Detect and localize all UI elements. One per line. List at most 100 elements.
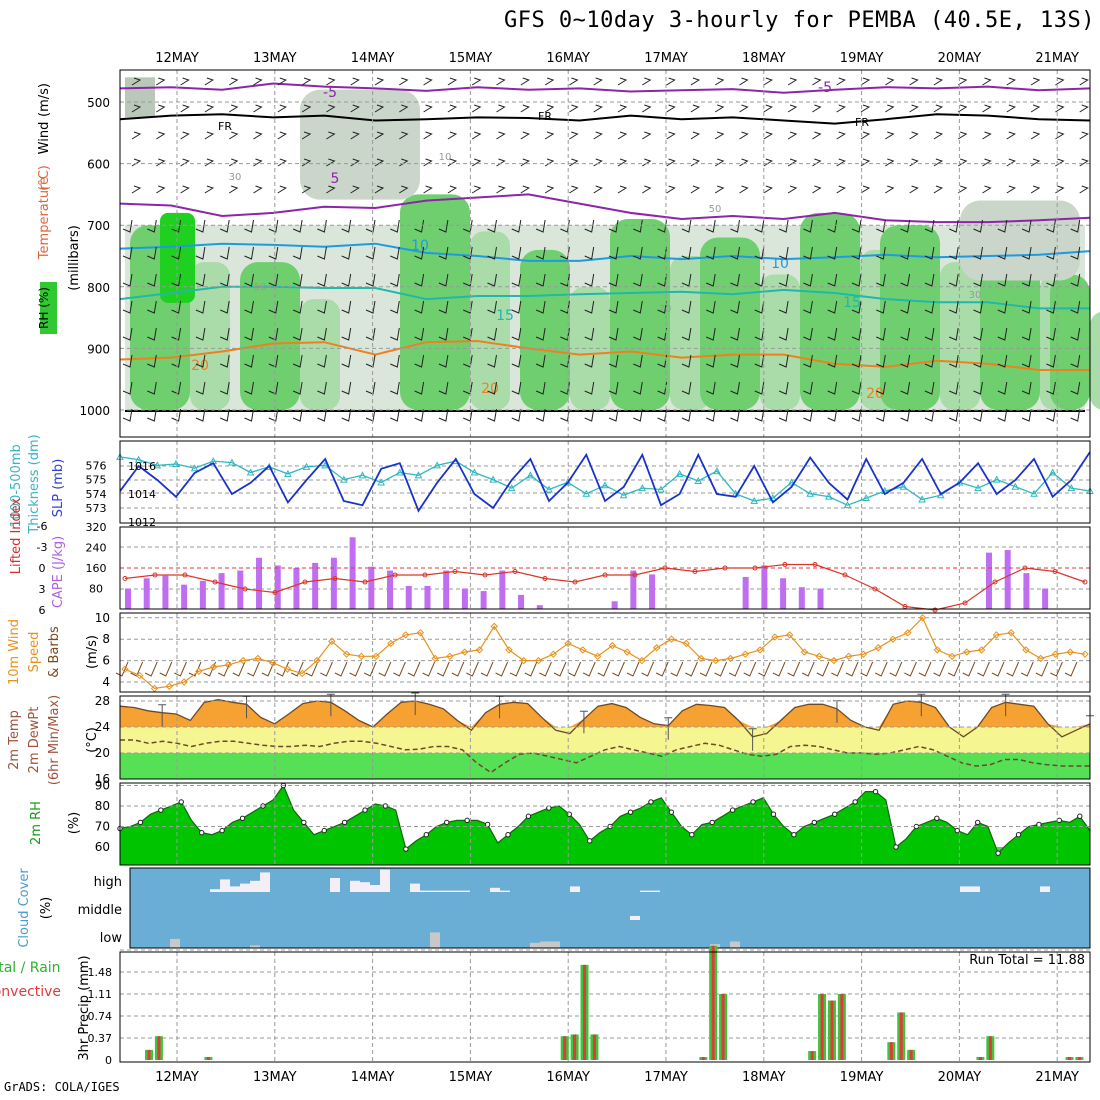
wind-barb xyxy=(812,77,822,86)
wind-barb xyxy=(608,327,619,341)
wind-barb xyxy=(973,273,983,287)
wind-barb xyxy=(763,158,773,167)
y-tick-label-cape: 240 xyxy=(86,542,107,555)
wind-barb xyxy=(156,104,166,113)
date-label-bottom: 21MAY xyxy=(1035,1070,1079,1085)
wind-barb xyxy=(1070,246,1081,260)
date-label-top: 20MAY xyxy=(938,51,982,66)
wind-barb xyxy=(681,408,692,422)
wind-barb xyxy=(714,104,725,113)
thickness-marker xyxy=(787,478,796,486)
wind-barb-10m xyxy=(378,661,392,677)
wind-barb xyxy=(535,273,546,287)
wind-barb xyxy=(924,327,935,341)
wind-barb xyxy=(666,77,676,86)
wind-barb xyxy=(535,354,546,368)
y-tick-label-precip: 1.48 xyxy=(88,966,113,979)
wind-barb xyxy=(147,300,157,314)
wind-barb xyxy=(754,381,765,395)
wind-barb xyxy=(147,327,157,341)
y-tick-label-rh: 70 xyxy=(95,820,110,834)
wind-barb xyxy=(681,354,692,368)
wind-speed-marker xyxy=(224,661,233,669)
contour-label: FR xyxy=(538,110,552,123)
lifted-index-marker xyxy=(602,572,608,578)
ylabel-2m-temp: 2m Temp xyxy=(7,710,22,770)
thickness-marker xyxy=(246,468,255,476)
rh-marker xyxy=(974,819,981,826)
wind-barb xyxy=(1070,408,1081,422)
wind-barb xyxy=(569,158,579,167)
cape-frame xyxy=(119,526,1091,610)
wind-barb xyxy=(949,246,959,260)
wind-barb xyxy=(787,131,798,140)
wind-barb xyxy=(244,381,254,395)
wind-barb xyxy=(608,408,619,422)
wind-barb xyxy=(1030,185,1041,194)
wind-barb xyxy=(399,104,409,113)
footer-credit: GrADS: COLA/IGES xyxy=(4,1080,120,1094)
ylabel-temp-units: (°C) xyxy=(85,727,100,753)
wind-barb xyxy=(277,77,287,86)
wind-barb xyxy=(957,131,968,140)
rh-marker xyxy=(484,821,491,828)
wind-barb xyxy=(617,104,628,113)
wind-barb xyxy=(399,77,409,86)
thickness-marker xyxy=(190,464,199,472)
temp-frame xyxy=(119,695,1091,780)
lifted-index-marker xyxy=(302,579,308,585)
wind-barb xyxy=(535,381,546,395)
lifted-index-marker xyxy=(332,576,338,581)
wind-barb xyxy=(714,185,725,194)
cloud-bar-high xyxy=(1040,886,1050,892)
thickness-marker xyxy=(302,462,311,470)
lifted-index-marker xyxy=(452,569,458,574)
precip-convective-bar xyxy=(820,994,824,1060)
wind-barb xyxy=(414,219,425,233)
wind-barb xyxy=(156,131,166,140)
rh-marker xyxy=(832,811,838,817)
wind-barb xyxy=(933,131,944,140)
wind-barb xyxy=(423,131,433,140)
y-tick-label-slp: 1012 xyxy=(128,516,156,529)
precip-convective-bar xyxy=(583,964,587,1060)
wind-barb xyxy=(487,219,497,233)
wind-barb xyxy=(365,300,376,314)
wind-barb xyxy=(666,131,676,140)
date-label-top: 21MAY xyxy=(1035,51,1079,66)
wind-barb-10m xyxy=(261,661,275,677)
wind-barb xyxy=(535,408,546,422)
wind-speed-marker xyxy=(313,656,321,665)
lifted-index-marker xyxy=(782,562,788,567)
wind-barb xyxy=(438,327,449,341)
wind-barb xyxy=(277,104,287,113)
wind-barb-10m xyxy=(466,661,479,677)
wind-barb xyxy=(350,131,360,140)
wind-barb xyxy=(933,185,944,194)
wind-barb xyxy=(739,77,749,86)
wind-barb xyxy=(778,300,789,314)
thickness-marker xyxy=(153,461,162,469)
wind-barb xyxy=(180,185,190,194)
wind-barb xyxy=(560,381,570,395)
y-tick-label-thickness: 573 xyxy=(86,502,107,515)
thickness-marker xyxy=(657,485,665,493)
wind-barb xyxy=(496,131,506,140)
wind-barb xyxy=(487,381,497,395)
wind-barb xyxy=(803,219,813,233)
wind-barb xyxy=(1055,185,1065,194)
wind-barb xyxy=(438,354,449,368)
wind-barb xyxy=(730,381,740,395)
wind-barb xyxy=(787,77,798,86)
wind-barb xyxy=(1021,408,1032,422)
wind-barb xyxy=(220,381,230,395)
contour-label: 15 xyxy=(496,308,514,324)
wind-speed-marker xyxy=(756,646,764,654)
run-total-label: Run Total = 11.88 xyxy=(969,953,1085,968)
wind-barb xyxy=(341,300,352,314)
wind-barb xyxy=(1055,158,1065,167)
wind-barb xyxy=(803,273,813,287)
cape-bar xyxy=(480,591,487,609)
temp-minmax-bar xyxy=(1001,693,1010,717)
isotherm-20 xyxy=(119,339,1090,371)
